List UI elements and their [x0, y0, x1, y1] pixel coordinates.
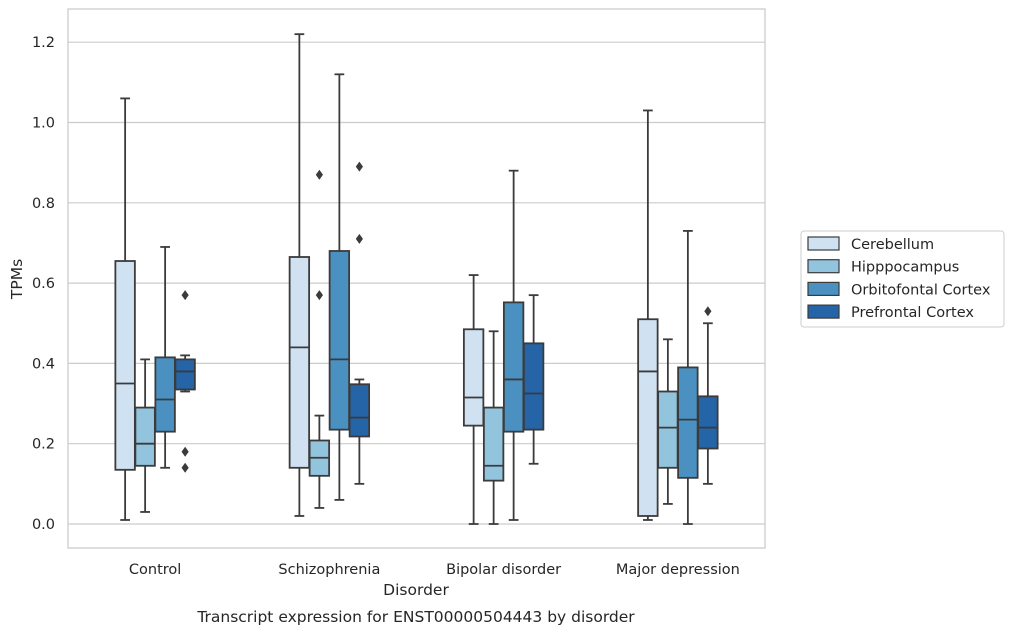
x-axis-title: Disorder: [383, 581, 449, 599]
iqr-box: [677, 366, 699, 479]
box-hipppocampus: [308, 169, 331, 509]
iqr-box: [637, 318, 659, 517]
iqr-box: [462, 328, 485, 427]
iqr-box: [502, 301, 525, 433]
iqr-box: [154, 356, 176, 433]
legend-frame: [800, 230, 1005, 328]
y-axis-ticks: 0.0 0.2 0.4 0.6 0.8 1.0 1.2: [32, 35, 55, 533]
chart-caption: Transcript expression for ENST0000050444…: [196, 608, 635, 626]
box-hipppocampus: [134, 358, 156, 513]
box-cerebellum: [637, 109, 659, 521]
iqr-box: [114, 260, 136, 471]
x-tick-label: Schizophrenia: [278, 562, 380, 578]
box-orbitofontal-cortex: [154, 246, 176, 469]
iqr-box: [134, 406, 156, 467]
box-series: [114, 33, 719, 525]
iqr-box: [174, 358, 196, 391]
legend-label: Prefrontal Cortex: [851, 305, 974, 321]
x-axis-ticks: Control Schizophrenia Bipolar disorder Majo…: [129, 562, 740, 578]
legend-swatch: [807, 259, 840, 274]
outlier-point: [355, 161, 363, 172]
y-tick-label: 0.6: [32, 276, 55, 292]
x-tick-label: Control: [129, 562, 181, 578]
x-tick-label: Major depression: [616, 562, 740, 578]
outlier-point: [181, 462, 189, 473]
iqr-box: [288, 256, 311, 469]
outlier-point: [315, 169, 323, 180]
y-tick-label: 0.0: [32, 517, 55, 533]
box-prefrontal-cortex: [522, 294, 545, 465]
plot-frame: [67, 8, 766, 549]
box-prefrontal-cortex: [697, 306, 719, 485]
iqr-box: [482, 406, 505, 482]
y-axis-title: TPMs: [8, 259, 26, 300]
box-prefrontal-cortex: [348, 161, 371, 485]
box-hipppocampus: [657, 338, 679, 505]
box-orbitofontal-cortex: [328, 73, 351, 501]
y-tick-label: 1.0: [32, 116, 55, 132]
iqr-box: [522, 342, 545, 431]
box-orbitofontal-cortex: [677, 230, 699, 525]
box-prefrontal-cortex: [174, 290, 196, 473]
legend-swatch: [807, 236, 840, 251]
iqr-box: [697, 395, 719, 450]
legend-label: Cerebellum: [851, 237, 934, 253]
legend-label: Hipppocampus: [851, 260, 959, 276]
y-tick-label: 0.8: [32, 196, 55, 212]
y-tick-label: 0.4: [32, 356, 55, 372]
legend-label: Orbitofontal Cortex: [851, 282, 991, 298]
x-tick-label: Bipolar disorder: [446, 562, 561, 578]
iqr-box: [348, 383, 371, 438]
outlier-point: [181, 446, 189, 457]
box-cerebellum: [462, 274, 485, 525]
legend: Cerebellum Hipppocampus Orbitofontal Corte…: [800, 230, 1005, 328]
box-orbitofontal-cortex: [502, 169, 525, 521]
outlier-point: [315, 290, 323, 301]
y-tick-label: 0.2: [32, 437, 55, 453]
outlier-point: [181, 290, 189, 301]
iqr-box: [328, 250, 351, 431]
outlier-point: [704, 306, 712, 317]
legend-swatch: [807, 304, 840, 319]
box-hipppocampus: [482, 330, 505, 525]
legend-swatch: [807, 281, 840, 296]
y-tick-label: 1.2: [32, 35, 55, 51]
box-cerebellum: [288, 33, 311, 517]
legend-items: Cerebellum Hipppocampus Orbitofontal Corte…: [807, 236, 991, 321]
iqr-box: [657, 390, 679, 469]
outlier-point: [355, 233, 363, 244]
box-cerebellum: [114, 97, 136, 521]
